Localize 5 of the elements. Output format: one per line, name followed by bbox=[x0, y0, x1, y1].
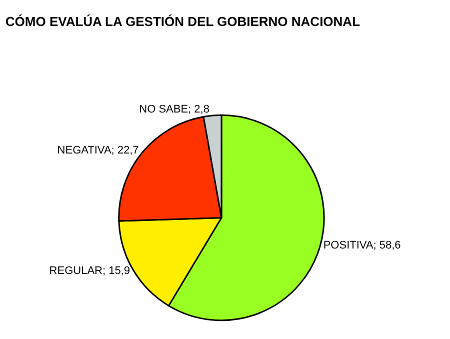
slice-label: NO SABE; 2,8 bbox=[139, 104, 210, 116]
slice-label: POSITIVA; 58,6 bbox=[323, 240, 401, 252]
chart-title: CÓMO EVALÚA LA GESTIÓN DEL GOBIERNO NACIONAL bbox=[5, 14, 360, 30]
slice-label: REGULAR; 15,9 bbox=[49, 265, 130, 278]
slice-label: NEGATIVA; 22,7 bbox=[57, 144, 139, 157]
